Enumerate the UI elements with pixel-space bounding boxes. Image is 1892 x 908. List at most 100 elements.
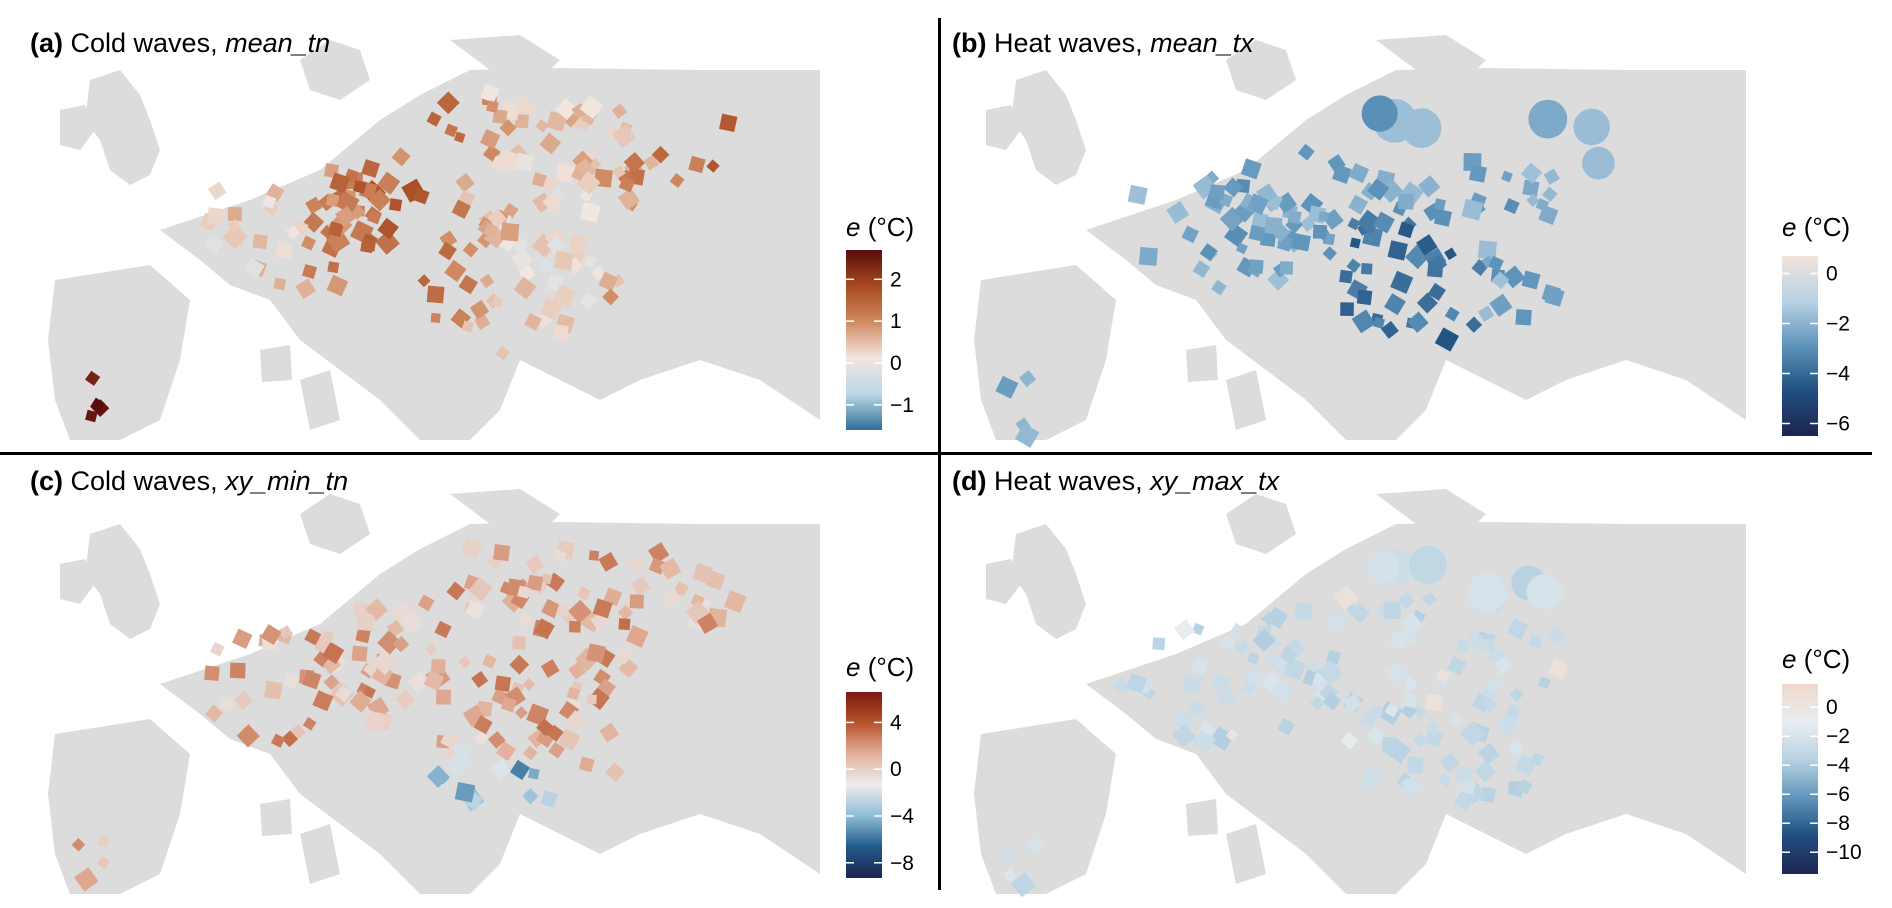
panel-text: Heat waves,	[994, 466, 1143, 496]
region-cell	[444, 259, 467, 283]
region-cell	[1464, 630, 1484, 649]
region-cell	[1174, 709, 1196, 731]
panel-title: (d) Heat waves, xy_max_tx	[952, 466, 1279, 497]
colorbar-title: e (°C)	[846, 652, 914, 683]
region-cell	[1211, 279, 1227, 296]
region-cell	[995, 375, 1019, 399]
colorbar-tick-label: 2	[890, 268, 902, 291]
colorbar-tick-label: 0	[1826, 263, 1838, 286]
region-cell	[1516, 778, 1533, 795]
region-cell	[623, 151, 645, 174]
region-cell	[612, 124, 636, 149]
region-cell	[603, 587, 623, 607]
region-cell	[1225, 728, 1239, 742]
region-cell	[617, 188, 641, 211]
region-cell	[528, 767, 540, 780]
region-cell	[392, 635, 410, 653]
colorbar-tick-label: 4	[890, 711, 902, 734]
region-cell	[85, 409, 98, 423]
region-cell	[1209, 184, 1225, 200]
region-cell	[510, 248, 533, 271]
region-cell	[205, 704, 224, 723]
region-cell	[533, 618, 555, 640]
region-cell	[586, 694, 597, 705]
region-cell	[541, 573, 553, 585]
region-cell	[1477, 305, 1495, 322]
region-cell	[1260, 230, 1277, 247]
map-layer	[48, 35, 820, 440]
region-cell	[1521, 270, 1541, 290]
region-cell	[388, 198, 403, 212]
land-shape	[1226, 370, 1266, 430]
land-shape	[85, 70, 160, 185]
region-cell	[599, 722, 620, 743]
region-cell	[469, 299, 490, 320]
region-cell	[1243, 666, 1265, 689]
region-cell	[1373, 211, 1395, 234]
region-cell	[509, 654, 530, 675]
land-shape	[974, 719, 1116, 894]
regions	[71, 536, 747, 892]
panel-variable: mean_tn	[225, 28, 331, 58]
region-cell	[1417, 175, 1441, 198]
region-cell	[1453, 790, 1475, 812]
region-cell	[1402, 629, 1418, 645]
region-cell	[487, 731, 506, 749]
panel-variable: xy_max_tx	[1150, 466, 1280, 496]
land-shape	[1226, 824, 1266, 884]
region-cell	[568, 661, 587, 680]
land-shape	[1376, 489, 1486, 534]
region-cell	[377, 217, 399, 240]
region-cell	[1439, 752, 1460, 773]
land-shape	[450, 35, 560, 80]
region-cell	[1477, 240, 1497, 260]
region-cell	[1348, 194, 1369, 215]
region-cell	[1387, 240, 1408, 261]
region-cell	[1191, 622, 1205, 636]
region-cell	[351, 645, 368, 662]
region-cell	[1331, 164, 1352, 184]
region-cell	[518, 612, 534, 627]
region-cell	[1019, 370, 1037, 388]
land-shape	[60, 559, 95, 604]
colorbar-tick-label: 0	[1826, 696, 1838, 719]
region-cell	[571, 167, 586, 182]
region-cell	[417, 594, 435, 612]
region-cell	[1261, 611, 1277, 627]
region-cell	[453, 131, 466, 143]
panel-title: (c) Cold waves, xy_min_tn	[30, 466, 348, 497]
land-shape	[260, 345, 292, 382]
region-cell	[1383, 602, 1401, 620]
region-cell	[458, 274, 478, 295]
region-cell	[1249, 259, 1264, 274]
region-cell	[312, 690, 334, 712]
region-cell	[1199, 243, 1218, 262]
region-cell	[334, 684, 353, 703]
region-cell	[302, 717, 317, 731]
region-cell	[304, 628, 322, 646]
region-cell	[1272, 681, 1293, 702]
region-cell	[362, 710, 387, 735]
region-cell	[97, 834, 110, 848]
region-cell	[692, 562, 714, 584]
region-cell	[602, 288, 620, 306]
region-cell	[583, 254, 597, 269]
region-cell	[1474, 760, 1497, 783]
region-cell	[1294, 601, 1314, 621]
region-cell	[546, 236, 565, 255]
colorbar: 0 −2 −4 −6	[1782, 256, 1850, 436]
region-cell	[503, 103, 518, 117]
region-cell	[539, 298, 563, 321]
region-cell	[219, 696, 235, 713]
region-cell	[464, 598, 486, 621]
colorbar: 2 1 0 −1	[846, 250, 914, 430]
region-cell	[480, 83, 500, 104]
region-cell	[446, 581, 466, 601]
region-cell	[555, 98, 578, 121]
region-cell	[394, 689, 416, 710]
region-cell	[1407, 756, 1424, 774]
region-cell	[540, 659, 560, 678]
colorbar-tick-label: −8	[1826, 812, 1850, 835]
region-cell	[444, 123, 459, 138]
region-cell	[588, 550, 600, 561]
